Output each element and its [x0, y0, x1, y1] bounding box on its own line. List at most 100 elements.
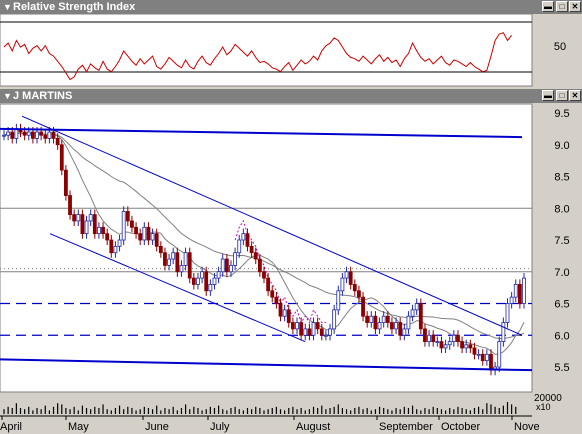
candle-body: [464, 344, 469, 349]
candle-body: [456, 334, 460, 342]
price-plot-area[interactable]: [0, 103, 533, 393]
candle-body: [476, 353, 481, 356]
price-tick-label: 9.0: [554, 140, 569, 152]
month-label: Nove: [514, 421, 540, 433]
candle-body: [212, 277, 217, 285]
candle-body: [390, 322, 394, 330]
candle-body: [460, 341, 464, 349]
candle-body: [88, 214, 93, 222]
candle-body: [286, 309, 291, 323]
candle-body: [154, 233, 159, 247]
candle-body: [299, 322, 304, 336]
candle-body: [439, 341, 444, 349]
minimize-button[interactable]: ▬: [542, 90, 554, 101]
rsi-panel-title-bar[interactable]: ▼ Relative Strength Index ▬ □ ✕: [0, 0, 582, 14]
candle-body: [377, 322, 382, 330]
candle-body: [398, 322, 403, 336]
candle-body: [59, 144, 64, 171]
collapse-arrow-icon[interactable]: ▼: [3, 2, 12, 12]
rsi-panel-title: Relative Strength Index: [13, 1, 136, 13]
month-label: August: [296, 421, 330, 433]
candle-body: [163, 252, 167, 266]
candle-body: [14, 128, 19, 139]
candle-body: [55, 137, 60, 146]
volume-bars: [3, 402, 517, 414]
candle-body: [410, 309, 415, 317]
close-button[interactable]: ✕: [569, 1, 581, 12]
close-button[interactable]: ✕: [569, 90, 581, 101]
candle-body: [501, 322, 506, 342]
month-label: June: [145, 421, 169, 433]
candle-body: [427, 334, 431, 342]
candle-body: [435, 341, 440, 344]
x-axis: April May June July August September October No…: [0, 416, 540, 433]
price-tick-label: 9.5: [554, 108, 569, 120]
maximize-button[interactable]: □: [556, 1, 568, 12]
month-label: April: [0, 421, 22, 433]
candle-body: [266, 277, 271, 292]
candle-body: [175, 252, 180, 273]
candle-body: [352, 284, 357, 292]
rsi-plot-area[interactable]: [0, 13, 533, 87]
candle-body: [39, 131, 44, 136]
price-panel-title-bar[interactable]: ▼ J MARTINS ▬ □ ✕: [0, 89, 582, 103]
candle-body: [402, 328, 407, 336]
candle-body: [431, 334, 436, 342]
candle-body: [270, 290, 275, 298]
candle-body: [443, 344, 448, 349]
candle-body: [357, 290, 361, 298]
candle-body: [146, 226, 151, 241]
candle-body: [109, 239, 114, 254]
candle-body: [480, 353, 485, 362]
candle-body: [505, 303, 510, 323]
minimize-button[interactable]: ▬: [542, 1, 554, 12]
candle-body: [179, 264, 184, 273]
candle-body: [30, 131, 35, 139]
candle-body: [257, 258, 262, 273]
candle-body: [522, 277, 526, 304]
candle-body: [385, 315, 390, 323]
candle-body: [332, 309, 337, 330]
magenta-dotted-line: [234, 219, 326, 324]
moving-averages: [3, 132, 525, 355]
candle-body: [497, 341, 502, 368]
candle-body: [130, 220, 134, 228]
candle-body: [233, 252, 238, 266]
candle-body: [142, 226, 147, 241]
candle-body: [117, 239, 122, 247]
candle-body: [134, 226, 138, 235]
support-line: [0, 358, 533, 372]
month-label: September: [379, 421, 433, 433]
collapse-arrow-icon[interactable]: ▼: [3, 91, 12, 101]
candle-body: [121, 211, 126, 241]
candle-body: [204, 271, 209, 292]
price-tick-label: 8.5: [554, 172, 569, 184]
candle-body: [361, 296, 365, 317]
candle-body: [489, 353, 493, 371]
candlesticks: [2, 123, 526, 376]
candle-body: [101, 226, 105, 235]
price-tick-label: 7.5: [554, 235, 569, 247]
candle-body: [451, 334, 456, 342]
resistance-line: [0, 127, 523, 139]
candle-body: [468, 344, 473, 349]
candle-body: [43, 134, 48, 139]
maximize-button[interactable]: □: [556, 90, 568, 101]
candle-body: [373, 315, 378, 330]
candle-body: [187, 252, 192, 279]
candle-body: [241, 233, 246, 241]
candle-body: [365, 315, 370, 323]
candle-body: [447, 341, 452, 346]
candle-body: [282, 309, 287, 317]
candle-body: [381, 315, 386, 323]
candle-body: [220, 258, 225, 273]
candle-body: [245, 233, 250, 247]
candle-body: [72, 214, 77, 222]
channel-upper-line: [21, 115, 523, 336]
candle-body: [307, 328, 312, 336]
price-tick-label: 8.0: [554, 203, 569, 215]
candle-body: [278, 303, 283, 317]
candle-body: [183, 252, 188, 266]
price-tick-label: 5.5: [554, 362, 569, 374]
